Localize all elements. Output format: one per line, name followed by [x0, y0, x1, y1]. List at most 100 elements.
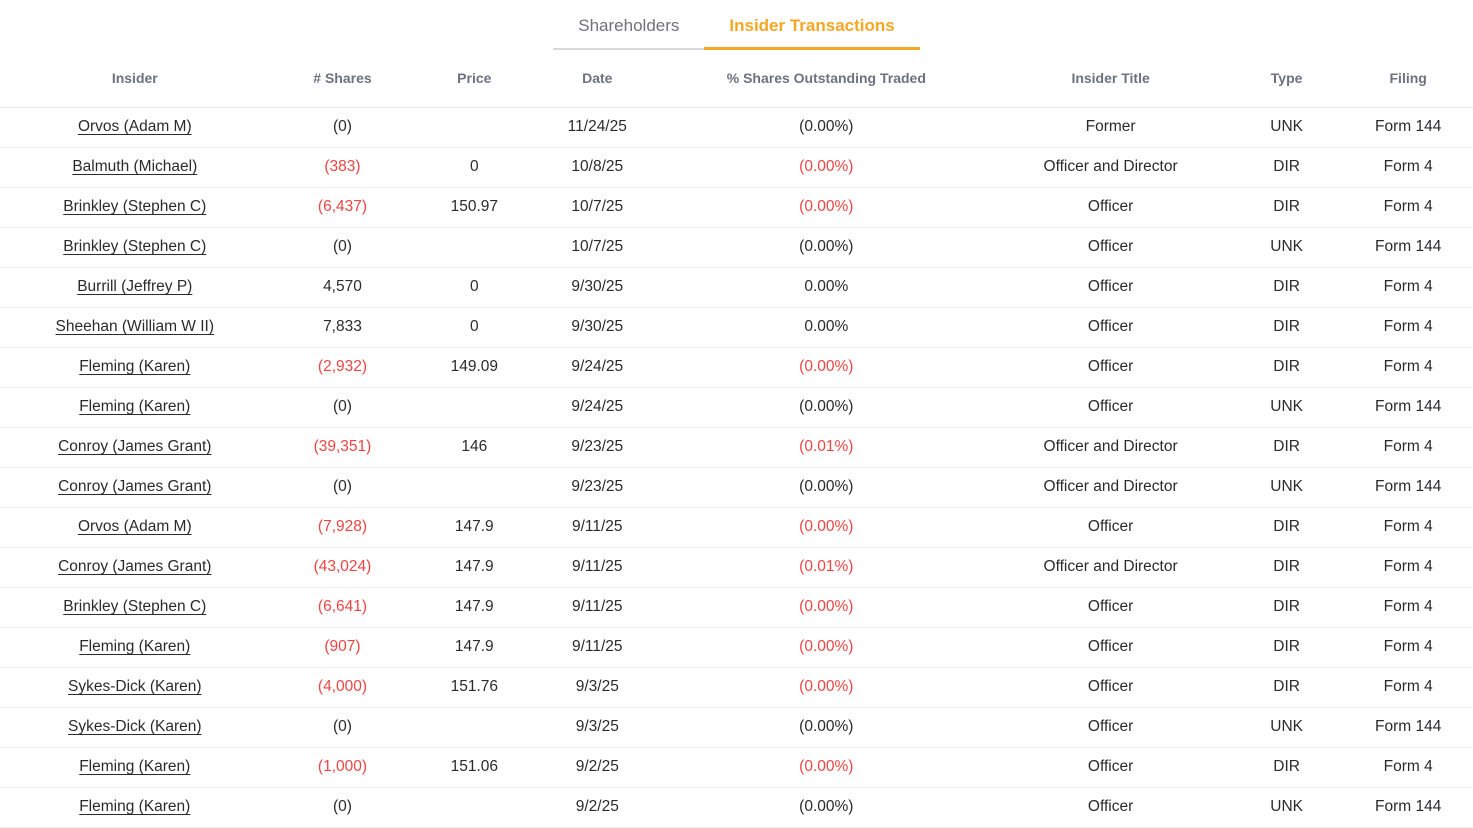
- table-row: Fleming (Karen) (1,000) 151.06 9/2/25 (0.00%…: [0, 747, 1473, 788]
- insider-link[interactable]: Burrill (Jeffrey P): [77, 278, 193, 295]
- insider-title-cell: Former: [991, 107, 1230, 148]
- price-value: 147.9: [454, 518, 494, 535]
- price-cell: 147.9: [415, 547, 534, 588]
- insider-title-value: Officer: [1087, 278, 1134, 295]
- shares-cell: (7,928): [269, 507, 416, 548]
- insider-cell: Fleming (Karen): [0, 627, 270, 668]
- type-value: DIR: [1273, 558, 1300, 575]
- shares-cell: (39,351): [269, 427, 416, 468]
- tab-insider-transactions[interactable]: Insider Transactions: [704, 16, 920, 50]
- insider-link[interactable]: Sykes-Dick (Karen): [68, 678, 202, 695]
- shares-value: (39,351): [313, 438, 372, 455]
- filing-cell: Form 144: [1343, 707, 1473, 748]
- insider-cell: Brinkley (Stephen C): [0, 587, 270, 628]
- type-cell: DIR: [1229, 307, 1344, 348]
- insider-link[interactable]: Balmuth (Michael): [72, 158, 198, 175]
- insider-link[interactable]: Conroy (James Grant): [58, 438, 212, 455]
- pct-shares-outstanding-cell: (0.00%): [661, 787, 992, 828]
- insider-cell: Sykes-Dick (Karen): [0, 667, 270, 708]
- price-cell: [415, 467, 534, 508]
- date-cell: 9/11/25: [533, 627, 662, 668]
- insider-link[interactable]: Conroy (James Grant): [58, 558, 212, 575]
- type-value: DIR: [1273, 438, 1300, 455]
- insider-cell: Orvos (Adam M): [0, 107, 270, 148]
- insider-title-value: Officer and Director: [1043, 558, 1178, 575]
- shares-cell: (907): [269, 627, 416, 668]
- insider-link[interactable]: Conroy (James Grant): [58, 478, 212, 495]
- filing-cell: Form 4: [1343, 147, 1473, 188]
- date-cell: 9/11/25: [533, 587, 662, 628]
- pct-shares-outstanding-value: (0.00%): [799, 638, 854, 655]
- pct-shares-outstanding-value: (0.00%): [799, 238, 854, 255]
- shares-value: (0): [332, 798, 352, 815]
- pct-shares-outstanding-value: (0.00%): [799, 758, 854, 775]
- insider-link[interactable]: Sheehan (William W II): [55, 318, 215, 335]
- pct-shares-outstanding-value: (0.01%): [799, 558, 854, 575]
- insider-link[interactable]: Brinkley (Stephen C): [63, 238, 207, 255]
- table-row: Orvos (Adam M) (7,928) 147.9 9/11/25 (0.00%)…: [0, 507, 1473, 548]
- filing-cell: Form 4: [1343, 667, 1473, 708]
- insider-title-cell: Officer: [991, 787, 1230, 828]
- type-value: UNK: [1270, 478, 1303, 495]
- shares-cell: 7,833: [269, 307, 416, 348]
- type-value: DIR: [1273, 318, 1300, 335]
- pct-shares-outstanding-cell: (0.00%): [661, 507, 992, 548]
- shares-cell: (0): [269, 787, 416, 828]
- insider-title-value: Former: [1085, 118, 1136, 135]
- shares-cell: (0): [269, 107, 416, 148]
- date-cell: 9/2/25: [533, 747, 662, 788]
- column-header-type: Type: [1229, 50, 1344, 108]
- filing-value: Form 4: [1383, 678, 1433, 695]
- insider-link[interactable]: Fleming (Karen): [79, 798, 191, 815]
- date-value: 9/30/25: [571, 318, 624, 335]
- insider-link[interactable]: Fleming (Karen): [79, 758, 191, 775]
- insider-cell: Fleming (Karen): [0, 387, 270, 428]
- column-header-filing: Filing: [1343, 50, 1473, 108]
- price-cell: 149.09: [415, 347, 534, 388]
- tab-shareholders[interactable]: Shareholders: [553, 16, 705, 50]
- insider-title-value: Officer: [1087, 758, 1134, 775]
- type-cell: DIR: [1229, 347, 1344, 388]
- filing-cell: Form 4: [1343, 587, 1473, 628]
- filing-value: Form 144: [1374, 718, 1442, 735]
- insider-link[interactable]: Fleming (Karen): [79, 398, 191, 415]
- pct-shares-outstanding-cell: (0.01%): [661, 427, 992, 468]
- type-value: UNK: [1270, 718, 1303, 735]
- table-row: Burrill (Jeffrey P) 4,570 0 9/30/25 0.00% Off…: [0, 267, 1473, 308]
- filing-cell: Form 144: [1343, 227, 1473, 268]
- type-value: DIR: [1273, 598, 1300, 615]
- insider-link[interactable]: Orvos (Adam M): [77, 518, 192, 535]
- insider-link[interactable]: Orvos (Adam M): [77, 118, 192, 135]
- insider-title-cell: Officer and Director: [991, 547, 1230, 588]
- column-header-price: Price: [415, 50, 534, 108]
- pct-shares-outstanding-cell: 0.00%: [661, 267, 992, 308]
- pct-shares-outstanding-value: (0.00%): [799, 478, 854, 495]
- date-value: 9/2/25: [575, 758, 619, 775]
- shares-cell: (0): [269, 467, 416, 508]
- table-row: Fleming (Karen) (0) 9/2/25 (0.00%) Officer UN…: [0, 787, 1473, 828]
- insider-link[interactable]: Fleming (Karen): [79, 638, 191, 655]
- date-value: 9/24/25: [571, 358, 624, 375]
- price-cell: 147.9: [415, 627, 534, 668]
- price-value: 0: [469, 318, 479, 335]
- insider-title-cell: Officer: [991, 387, 1230, 428]
- type-cell: DIR: [1229, 747, 1344, 788]
- price-value: 146: [461, 438, 488, 455]
- pct-shares-outstanding-cell: (0.00%): [661, 627, 992, 668]
- insider-title-value: Officer and Director: [1043, 158, 1178, 175]
- insider-cell: Balmuth (Michael): [0, 147, 270, 188]
- insider-link[interactable]: Sykes-Dick (Karen): [68, 718, 202, 735]
- insider-link[interactable]: Brinkley (Stephen C): [63, 598, 207, 615]
- date-cell: 9/2/25: [533, 787, 662, 828]
- date-cell: 9/24/25: [533, 387, 662, 428]
- insider-link[interactable]: Fleming (Karen): [79, 358, 191, 375]
- filing-cell: Form 4: [1343, 347, 1473, 388]
- filing-cell: Form 4: [1343, 427, 1473, 468]
- shares-cell: (43,024): [269, 547, 416, 588]
- insider-cell: Sheehan (William W II): [0, 307, 270, 348]
- date-cell: 9/3/25: [533, 667, 662, 708]
- insider-title-value: Officer and Director: [1043, 438, 1178, 455]
- insider-cell: Conroy (James Grant): [0, 547, 270, 588]
- insider-link[interactable]: Brinkley (Stephen C): [63, 198, 207, 215]
- table-row: Conroy (James Grant) (43,024) 147.9 9/11/25…: [0, 547, 1473, 588]
